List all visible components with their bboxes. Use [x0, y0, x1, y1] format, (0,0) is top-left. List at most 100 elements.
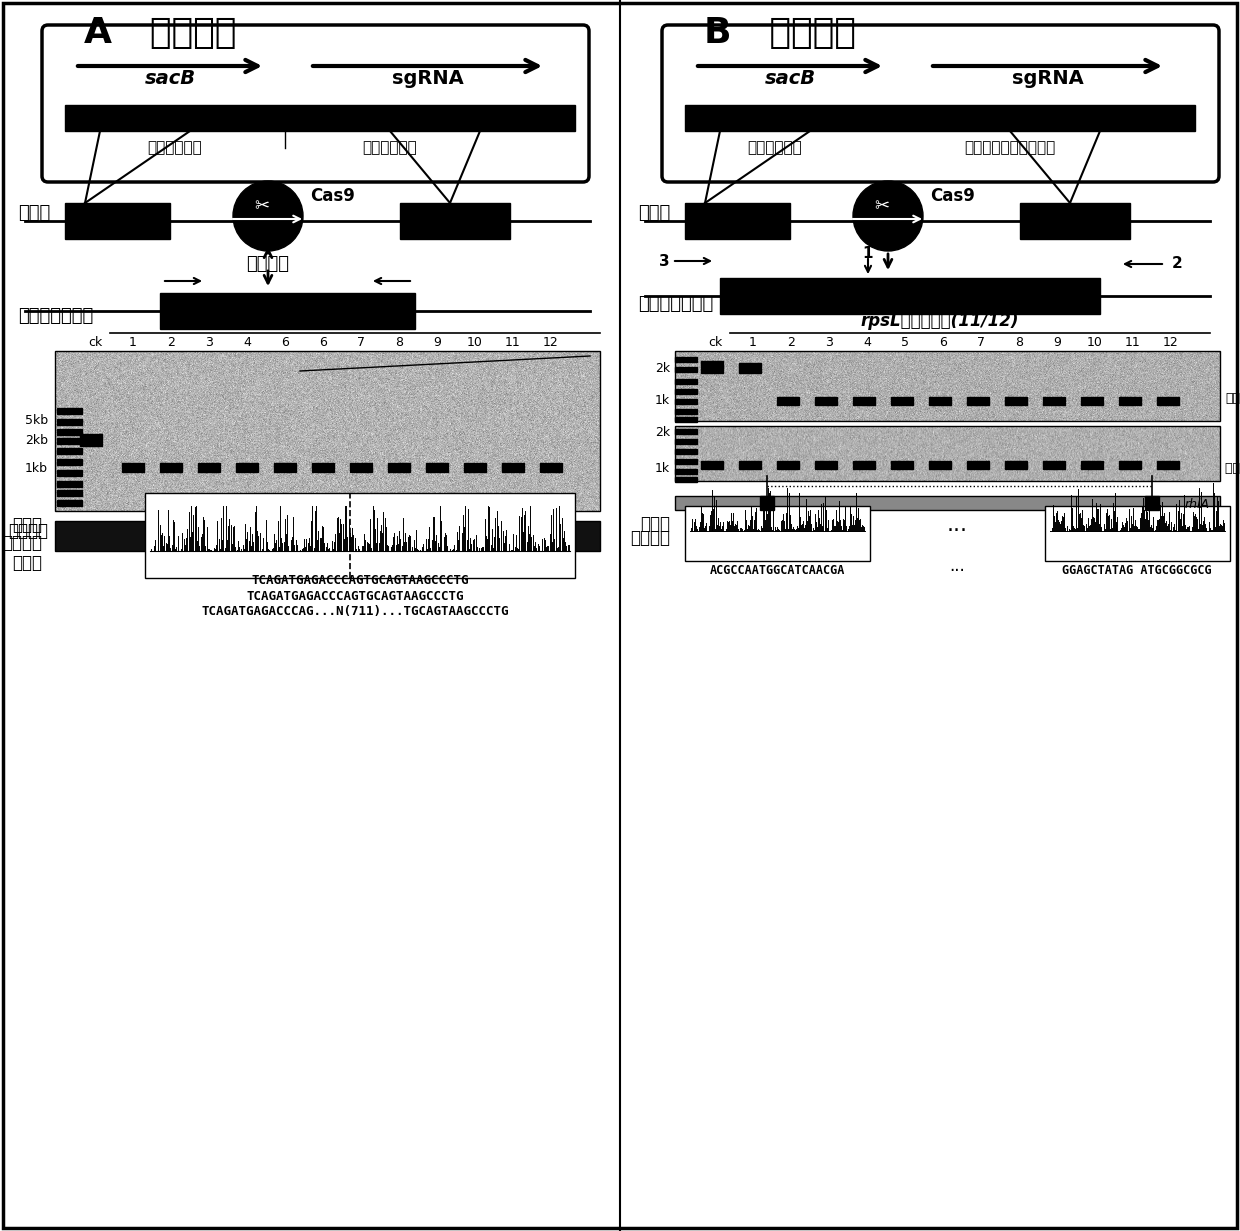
Text: TCAGATGAGACCCAG...N(711)...TGCAGTAAGCCCTG: TCAGATGAGACCCAG...N(711)...TGCAGTAAGCCCT…: [201, 606, 508, 618]
Bar: [892, 398, 913, 405]
Bar: [57, 407, 82, 414]
Bar: [1157, 460, 1179, 469]
Bar: [57, 428, 82, 435]
Text: Cas9: Cas9: [930, 187, 975, 206]
Text: 上游修复模板: 上游修复模板: [748, 140, 802, 155]
Bar: [853, 398, 875, 405]
Text: 野生型: 野生型: [19, 204, 51, 222]
Bar: [675, 469, 697, 474]
Text: 6: 6: [319, 336, 327, 350]
Bar: [675, 449, 697, 454]
Bar: [539, 463, 562, 471]
Text: ✂: ✂: [254, 197, 269, 215]
Text: 2kb: 2kb: [25, 435, 48, 448]
Text: 9: 9: [1053, 336, 1061, 350]
Text: 突变型: 突变型: [12, 516, 42, 534]
Bar: [64, 203, 170, 239]
Text: 3: 3: [205, 336, 213, 350]
Bar: [57, 459, 82, 465]
Text: 11: 11: [1125, 336, 1141, 350]
Bar: [675, 417, 697, 422]
Bar: [1004, 398, 1027, 405]
Bar: [777, 460, 799, 469]
Text: 突变型: 突变型: [640, 515, 670, 533]
FancyBboxPatch shape: [662, 25, 1219, 182]
Text: 上游修复模板: 上游修复模板: [148, 140, 202, 155]
Text: ···: ···: [946, 521, 967, 540]
Text: 2: 2: [167, 336, 175, 350]
Bar: [464, 463, 486, 471]
Text: rpsL启动子插入(11/12): rpsL启动子插入(11/12): [861, 311, 1019, 330]
Text: sgRNA: sgRNA: [392, 69, 464, 89]
Bar: [1004, 460, 1027, 469]
Text: 2: 2: [787, 336, 795, 350]
Bar: [739, 363, 761, 373]
Bar: [684, 203, 790, 239]
Bar: [675, 476, 697, 483]
Bar: [739, 460, 761, 469]
Bar: [675, 439, 697, 444]
Bar: [929, 460, 951, 469]
Circle shape: [233, 181, 303, 251]
Bar: [1157, 398, 1179, 405]
Bar: [929, 398, 951, 405]
Bar: [55, 521, 600, 551]
Text: 4: 4: [243, 336, 250, 350]
Bar: [57, 481, 82, 487]
Bar: [815, 460, 837, 469]
Bar: [675, 399, 697, 404]
Bar: [57, 490, 82, 496]
Text: 1k: 1k: [655, 394, 670, 407]
Text: 8: 8: [396, 336, 403, 350]
Text: 下游修复模板: 下游修复模板: [362, 140, 418, 155]
Bar: [1043, 460, 1065, 469]
Text: 12: 12: [543, 336, 559, 350]
Bar: [57, 500, 82, 506]
Text: 3: 3: [825, 336, 833, 350]
Bar: [198, 463, 219, 471]
Bar: [57, 470, 82, 476]
Text: 7: 7: [357, 336, 365, 350]
Bar: [967, 460, 990, 469]
Text: 10: 10: [1087, 336, 1102, 350]
Text: 6: 6: [939, 336, 947, 350]
Text: 基因插入突变体: 基因插入突变体: [639, 295, 713, 313]
Bar: [675, 351, 1220, 421]
Text: ···: ···: [949, 563, 965, 580]
Circle shape: [853, 181, 923, 251]
Text: ck: ck: [708, 336, 722, 350]
Text: 4: 4: [863, 336, 870, 350]
Bar: [701, 361, 723, 373]
Bar: [401, 203, 510, 239]
Bar: [145, 492, 575, 579]
Bar: [55, 351, 600, 511]
Text: 基因敋除突变体: 基因敋除突变体: [19, 307, 93, 325]
Text: A   基因敋除: A 基因敋除: [84, 16, 236, 50]
Text: 测序结果: 测序结果: [2, 534, 42, 551]
Text: rhlA: rhlA: [1185, 497, 1210, 511]
Bar: [701, 460, 723, 469]
Text: 1: 1: [129, 336, 136, 350]
Bar: [312, 463, 334, 471]
Bar: [777, 398, 799, 405]
Text: 测序结果: 测序结果: [630, 529, 670, 547]
Bar: [675, 459, 697, 464]
Text: 野生型: 野生型: [639, 204, 671, 222]
Text: 1kb: 1kb: [25, 462, 48, 474]
Bar: [892, 460, 913, 469]
Text: 2k: 2k: [655, 362, 670, 375]
Text: 5: 5: [901, 336, 909, 350]
Text: 引物1,2: 引物1,2: [1225, 393, 1240, 405]
Bar: [675, 409, 697, 414]
Text: TCAGATGAGACCCAGTGCAGTAAGCCCTG: TCAGATGAGACCCAGTGCAGTAAGCCCTG: [252, 575, 469, 587]
Text: 7: 7: [977, 336, 985, 350]
Bar: [236, 463, 258, 471]
Text: 2k: 2k: [655, 426, 670, 439]
Bar: [81, 435, 102, 446]
Bar: [760, 496, 774, 510]
Bar: [1118, 460, 1141, 469]
Bar: [675, 426, 1220, 481]
Bar: [160, 293, 415, 329]
Bar: [1081, 460, 1104, 469]
Text: ✂: ✂: [874, 197, 889, 215]
